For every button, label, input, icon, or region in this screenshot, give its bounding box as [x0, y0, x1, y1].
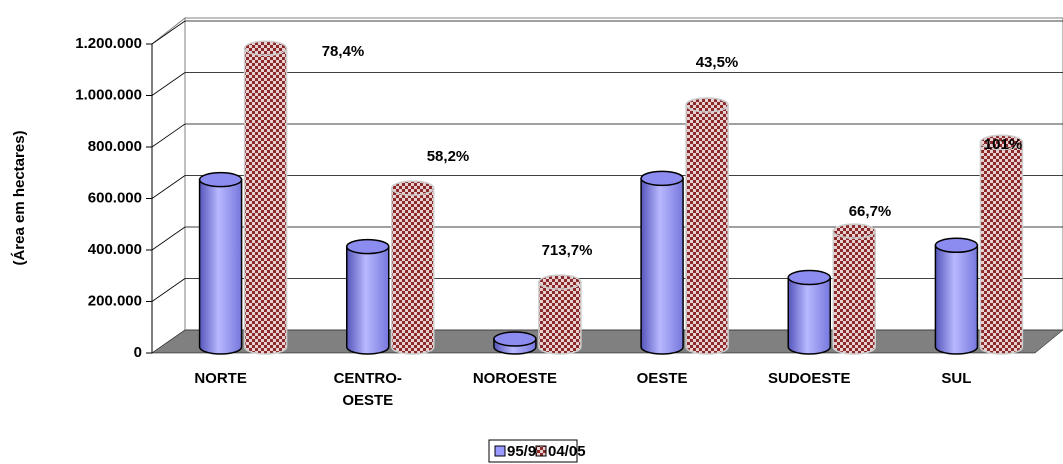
- legend-box: [488, 439, 578, 463]
- y-tick-label: 800.000: [88, 138, 142, 155]
- legend-label: 95/96: [507, 443, 545, 460]
- bar-body: [346, 245, 390, 355]
- y-tick-label: 1.000.000: [75, 86, 142, 103]
- annotation: 101%: [984, 136, 1022, 153]
- bar: [538, 274, 582, 355]
- x-tick-label: NORTE: [194, 370, 247, 387]
- bar-top: [391, 180, 435, 196]
- bar-top: [832, 223, 876, 239]
- bar: [493, 331, 537, 355]
- grid-line-side: [151, 226, 186, 251]
- bar-body: [538, 281, 582, 355]
- y-tick-label: 400.000: [88, 241, 142, 258]
- bar-top: [787, 269, 831, 286]
- bar-top: [934, 237, 979, 254]
- back-wall: [184, 17, 1063, 331]
- legend-swatch: [535, 445, 547, 457]
- bar-body: [391, 187, 435, 355]
- bar-top: [685, 97, 729, 113]
- bar-top: [346, 238, 390, 255]
- bar: [787, 269, 831, 355]
- bar: [198, 171, 243, 355]
- bar: [346, 238, 390, 355]
- bar: [832, 223, 876, 355]
- bar-top: [198, 171, 243, 188]
- bar: [243, 40, 288, 355]
- x-tick-label: NOROESTE: [472, 370, 557, 387]
- legend-swatch: [494, 445, 506, 457]
- bar: [979, 134, 1024, 355]
- bar: [640, 170, 684, 355]
- bar-body: [685, 104, 729, 355]
- bar-top: [243, 40, 288, 57]
- grid-line-side: [151, 123, 186, 148]
- bar: [934, 237, 979, 355]
- bar-top: [493, 331, 537, 347]
- x-tick-label: CENTRO-OESTE: [333, 370, 402, 409]
- legend-label: 04/05: [548, 443, 586, 460]
- bar-body: [198, 178, 243, 355]
- bar-body: [934, 244, 979, 355]
- annotation: 66,7%: [849, 203, 892, 220]
- grid-line-side: [151, 72, 186, 96]
- grid-line-side: [151, 278, 186, 302]
- y-tick-label: 0: [134, 344, 142, 361]
- annotation: 78,4%: [322, 43, 365, 60]
- y-tick-label: 200.000: [88, 292, 142, 309]
- bar-body: [787, 276, 831, 355]
- x-tick-label: SUDOESTE: [767, 370, 851, 387]
- annotation: 58,2%: [427, 148, 470, 165]
- y-axis-label: (Área em hectares): [11, 130, 28, 265]
- floor: [151, 329, 1063, 354]
- bar-body: [243, 47, 288, 355]
- bar: [391, 180, 435, 355]
- y-tick-label: 600.000: [88, 189, 142, 206]
- bar-top: [979, 134, 1024, 151]
- x-tick-label: SUL: [941, 370, 972, 387]
- bar-top: [538, 274, 582, 290]
- bar-body: [979, 141, 1024, 355]
- annotation: 713,7%: [542, 242, 593, 259]
- bar-body: [832, 230, 876, 355]
- grid-line-side: [151, 20, 186, 45]
- annotation: 43,5%: [696, 54, 739, 71]
- side-wall: [151, 16, 186, 354]
- bar: [685, 97, 729, 355]
- grid-line-side: [151, 175, 186, 199]
- x-tick-label: OESTE: [636, 370, 688, 387]
- bar-body: [640, 177, 684, 355]
- bar-top: [640, 170, 684, 187]
- y-tick-label: 1.200.000: [75, 35, 142, 52]
